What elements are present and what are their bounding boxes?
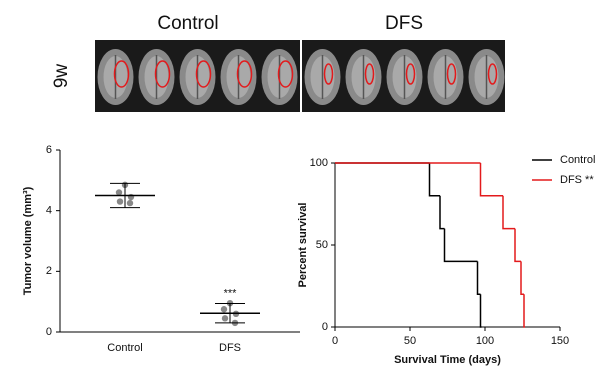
survival-step <box>502 195 515 230</box>
survival-step <box>443 228 478 263</box>
point <box>115 189 123 196</box>
survival-step <box>439 195 445 230</box>
x-tick-label: Control <box>107 342 142 354</box>
tumor-outline <box>487 63 498 85</box>
x-tick-label: 50 <box>404 335 416 347</box>
x-tick-label: 0 <box>332 335 338 347</box>
tumor-outline <box>113 60 130 88</box>
survival-step <box>520 261 524 295</box>
y-axis-label: Tumor volume (mm³) <box>22 186 34 295</box>
survival-step <box>476 261 481 295</box>
x-tick-label: 150 <box>551 335 569 347</box>
tumor-outline <box>154 60 171 88</box>
y-tick-label: 100 <box>310 157 328 169</box>
x-axis-label: Survival Time (days) <box>394 354 501 366</box>
group-label: Control <box>157 13 218 34</box>
tumor-outline <box>405 63 416 85</box>
group-label: DFS <box>385 13 423 34</box>
row-label: 9w <box>51 64 72 89</box>
tumor-outline <box>195 60 212 88</box>
y-axis-label: Percent survival <box>297 203 309 288</box>
y-tick-label: 0 <box>46 326 52 338</box>
survival-step <box>523 294 525 328</box>
survival-step <box>479 294 482 328</box>
y-tick-label: 0 <box>322 321 328 333</box>
tumor-outline <box>323 63 334 85</box>
tumor-outline <box>446 63 457 85</box>
point <box>126 199 134 207</box>
x-tick-label: 100 <box>476 335 494 347</box>
tumor-outline <box>236 60 253 88</box>
y-tick-label: 2 <box>46 265 52 277</box>
tumor-outline <box>277 60 294 88</box>
point <box>220 306 228 313</box>
y-tick-label: 50 <box>316 239 328 251</box>
survival-step <box>479 163 503 197</box>
mri-strip <box>95 40 505 112</box>
legend-label: DFS ** <box>560 174 594 186</box>
survival-step <box>514 228 521 263</box>
error-bar <box>215 302 245 324</box>
point <box>221 315 229 322</box>
x-tick-label: DFS <box>219 342 241 354</box>
legend-label: Control <box>560 154 595 166</box>
error-bar <box>110 182 140 209</box>
point <box>116 198 124 205</box>
significance: *** <box>224 287 238 299</box>
tumor-outline <box>364 63 375 85</box>
y-tick-label: 6 <box>46 144 52 156</box>
survival-step <box>428 163 440 197</box>
y-tick-label: 4 <box>46 205 52 217</box>
